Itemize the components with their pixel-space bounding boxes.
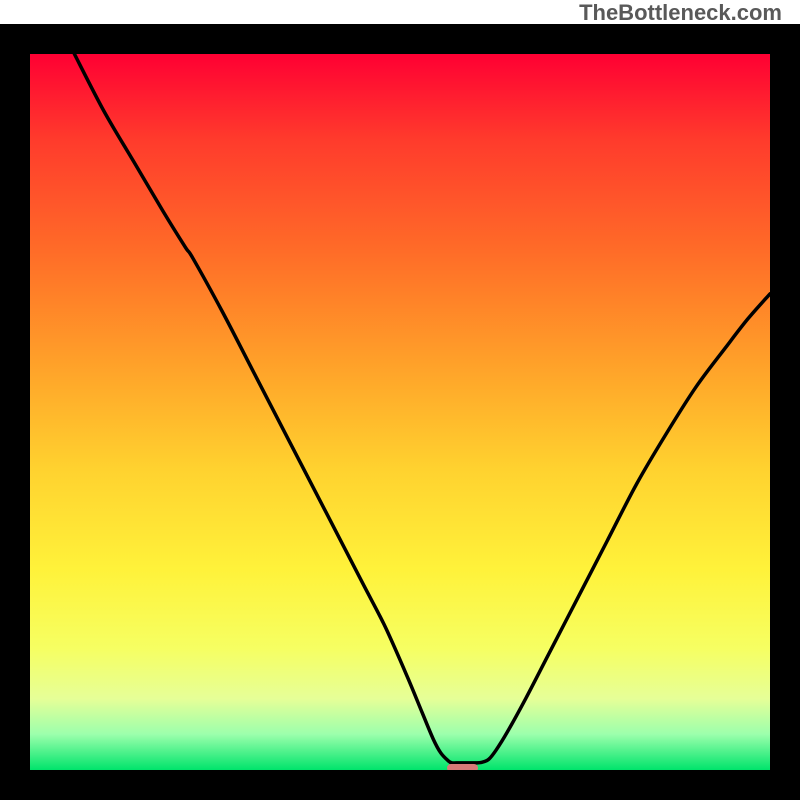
plot-area	[30, 54, 770, 770]
bottleneck-curve	[30, 54, 770, 770]
watermark-text: TheBottleneck.com	[579, 0, 782, 26]
chart-container: TheBottleneck.com	[0, 0, 800, 800]
sweet-spot-marker	[447, 764, 478, 770]
